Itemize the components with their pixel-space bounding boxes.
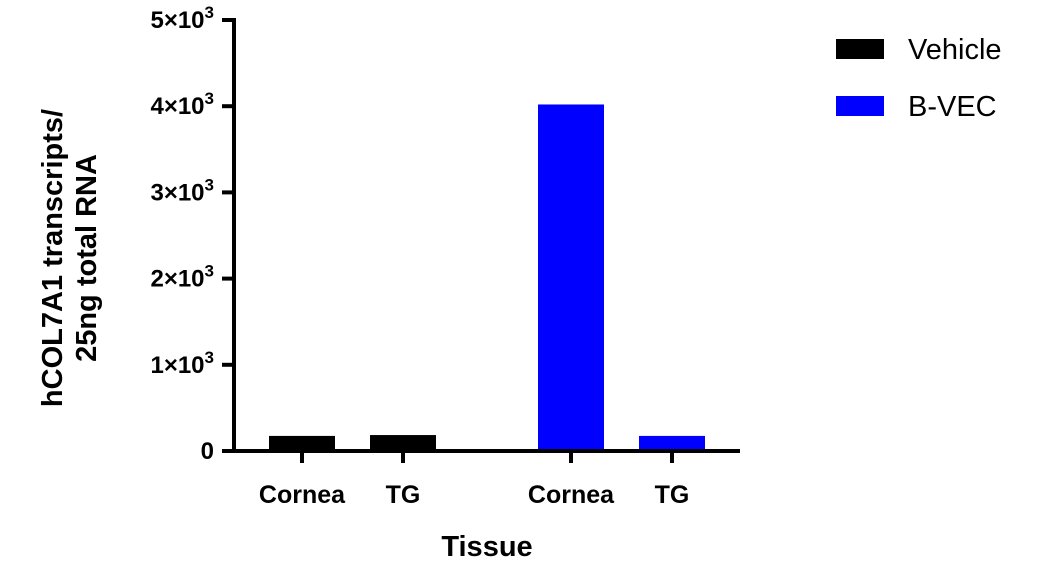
bar-b-vec-tg (639, 435, 705, 451)
y-axis-title: hCOL7A1 transcripts/ 25ng total RNA (37, 109, 103, 407)
y-axis-title-line-1: hCOL7A1 transcripts/ (37, 109, 69, 407)
x-tick-label: TG (386, 481, 421, 509)
x-tick-label: Cornea (528, 481, 615, 509)
y-axis-ticks: 0 1×103 2×103 3×103 4×103 5×103 (150, 3, 234, 465)
bar-vehicle-cornea (269, 435, 335, 451)
y-axis-title-line-2: 25ng total RNA (71, 154, 103, 362)
y-tick-label: 3×103 (150, 175, 214, 206)
x-axis-ticks: Cornea TG Cornea TG (259, 451, 689, 509)
legend-swatch-vehicle (836, 39, 884, 59)
bar-vehicle-tg (370, 435, 436, 451)
y-tick-label: 4×103 (150, 89, 214, 120)
x-axis-title: Tissue (441, 531, 532, 563)
legend-label-b-vec: B-VEC (908, 91, 997, 123)
y-tick-label: 0 (201, 438, 214, 465)
y-tick-label: 1×103 (150, 348, 214, 379)
legend-swatch-b-vec (836, 96, 884, 116)
y-tick-label: 2×103 (150, 262, 214, 293)
x-tick-label: Cornea (259, 481, 346, 509)
legend-label-vehicle: Vehicle (908, 34, 1002, 66)
x-tick-label: TG (655, 481, 690, 509)
bars (269, 104, 705, 451)
bar-b-vec-cornea (538, 104, 604, 451)
legend: Vehicle B-VEC (836, 34, 1002, 123)
y-tick-label: 5×103 (150, 3, 214, 34)
